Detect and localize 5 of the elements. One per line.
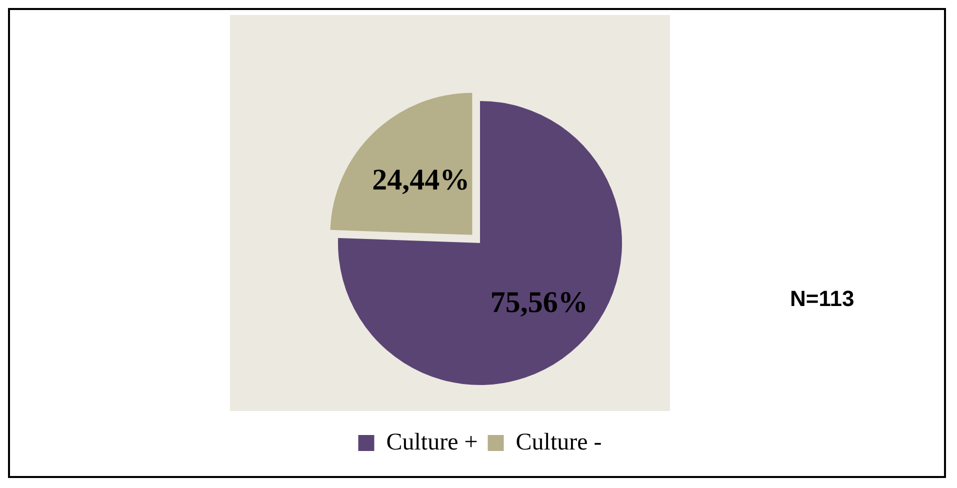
data-label: 75,56% (490, 286, 588, 320)
data-label: 24,44% (372, 163, 470, 196)
text: N=113 (790, 286, 854, 312)
legend-label: Culture + (386, 429, 478, 456)
legend-label: Culture - (516, 429, 602, 456)
